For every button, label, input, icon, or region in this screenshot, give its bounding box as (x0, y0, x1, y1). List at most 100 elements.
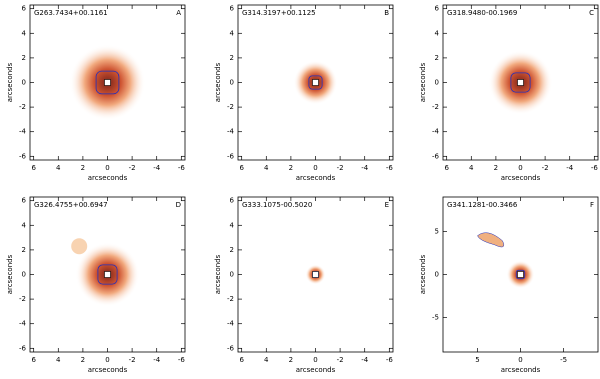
y-tick-label: -6 (227, 344, 235, 352)
x-axis-label: arcseconds (88, 366, 128, 374)
x-tick-label: 2 (289, 164, 293, 172)
x-tick-label: -6 (386, 356, 394, 364)
y-tick-label: 2 (22, 246, 26, 254)
x-axis-label: arcseconds (501, 366, 541, 374)
x-tick-label: -5 (560, 356, 567, 364)
y-tick-label: 0 (22, 271, 26, 279)
y-tick-label: 6 (22, 5, 27, 13)
x-tick-label: 4 (56, 164, 61, 172)
y-axis-label: arcseconds (6, 254, 14, 294)
panel-letter: C (589, 9, 594, 17)
x-tick-label: 0 (313, 356, 317, 364)
y-tick-label: -4 (227, 128, 235, 136)
y-axis-label: arcseconds (419, 254, 427, 294)
x-tick-label: -4 (361, 356, 369, 364)
x-tick-label: -2 (542, 164, 549, 172)
x-tick-label: -6 (178, 356, 186, 364)
x-tick-label: -2 (337, 356, 344, 364)
x-tick-label: 2 (81, 356, 85, 364)
x-tick-label: -4 (153, 164, 161, 172)
y-tick-label: -6 (19, 344, 27, 352)
panel-title: G326.4755+00.6947 (34, 201, 108, 209)
panel-title: G333.1075-00.5020 (242, 201, 312, 209)
contour (97, 264, 118, 285)
contour (510, 72, 531, 93)
y-tick-label: 0 (230, 271, 234, 279)
x-tick-label: 6 (31, 164, 36, 172)
y-tick-label: 2 (230, 246, 234, 254)
x-tick-label: 6 (444, 164, 449, 172)
core (312, 271, 319, 278)
core (312, 79, 319, 86)
x-tick-label: 4 (264, 356, 269, 364)
y-tick-label: 4 (22, 221, 27, 229)
emission (71, 238, 88, 255)
panel-letter: B (384, 9, 389, 17)
y-tick-label: -6 (19, 152, 27, 160)
contour (308, 75, 323, 90)
x-tick-label: 0 (105, 164, 109, 172)
y-tick-label: 6 (230, 197, 235, 205)
x-tick-label: -6 (178, 164, 186, 172)
x-tick-label: 2 (289, 356, 293, 364)
x-tick-label: 2 (81, 164, 85, 172)
panel-letter: D (176, 201, 181, 209)
x-tick-label: -6 (386, 164, 394, 172)
panel-letter: A (176, 9, 181, 17)
x-tick-label: -6 (591, 164, 599, 172)
y-axis-label: arcseconds (214, 62, 222, 102)
y-axis-label: arcseconds (419, 62, 427, 102)
x-tick-label: 4 (56, 356, 61, 364)
core (104, 79, 111, 86)
x-tick-label: 6 (31, 356, 36, 364)
emission (477, 232, 505, 248)
x-axis-label: arcseconds (296, 174, 336, 182)
y-tick-label: 0 (22, 79, 26, 87)
panel-title: G341.1281-00.3466 (447, 201, 518, 209)
y-tick-label: 0 (435, 79, 439, 87)
x-tick-label: -4 (361, 164, 369, 172)
x-tick-label: 4 (469, 164, 474, 172)
y-tick-label: -4 (432, 128, 440, 136)
y-tick-label: 6 (230, 5, 235, 13)
y-tick-label: -2 (227, 295, 234, 303)
x-tick-label: -2 (129, 164, 136, 172)
core (517, 271, 524, 278)
y-tick-label: -6 (432, 152, 440, 160)
y-tick-label: 2 (230, 54, 234, 62)
y-tick-label: 4 (230, 29, 235, 37)
contour (95, 70, 120, 95)
core (517, 79, 524, 86)
y-tick-label: -4 (19, 320, 27, 328)
y-tick-label: 0 (435, 271, 439, 279)
y-tick-label: -4 (19, 128, 27, 136)
y-tick-label: 4 (435, 29, 440, 37)
x-tick-label: 0 (518, 164, 522, 172)
y-axis-label: arcseconds (6, 62, 14, 102)
core (104, 271, 111, 278)
x-tick-label: -4 (153, 356, 161, 364)
y-tick-label: -2 (227, 103, 234, 111)
panel-title: G318.9480-00.1969 (447, 9, 517, 17)
y-tick-label: 4 (22, 29, 27, 37)
y-tick-label: 2 (435, 54, 439, 62)
y-tick-label: -6 (227, 152, 235, 160)
panel-title: G263.7434+00.1161 (34, 9, 108, 17)
y-tick-label: 6 (435, 5, 440, 13)
y-tick-label: -2 (432, 103, 439, 111)
y-tick-label: 5 (435, 227, 439, 235)
x-tick-label: 0 (313, 164, 317, 172)
y-tick-label: 6 (22, 197, 27, 205)
y-tick-label: 2 (22, 54, 26, 62)
y-tick-label: -2 (19, 103, 26, 111)
y-tick-label: -2 (19, 295, 26, 303)
y-tick-label: -4 (227, 320, 235, 328)
panel-letter: F (590, 201, 594, 209)
y-tick-label: -5 (432, 314, 439, 322)
y-tick-label: 4 (230, 221, 235, 229)
x-tick-label: -2 (129, 356, 136, 364)
x-axis-label: arcseconds (88, 174, 128, 182)
x-axis-label: arcseconds (296, 366, 336, 374)
x-tick-label: 0 (518, 356, 522, 364)
